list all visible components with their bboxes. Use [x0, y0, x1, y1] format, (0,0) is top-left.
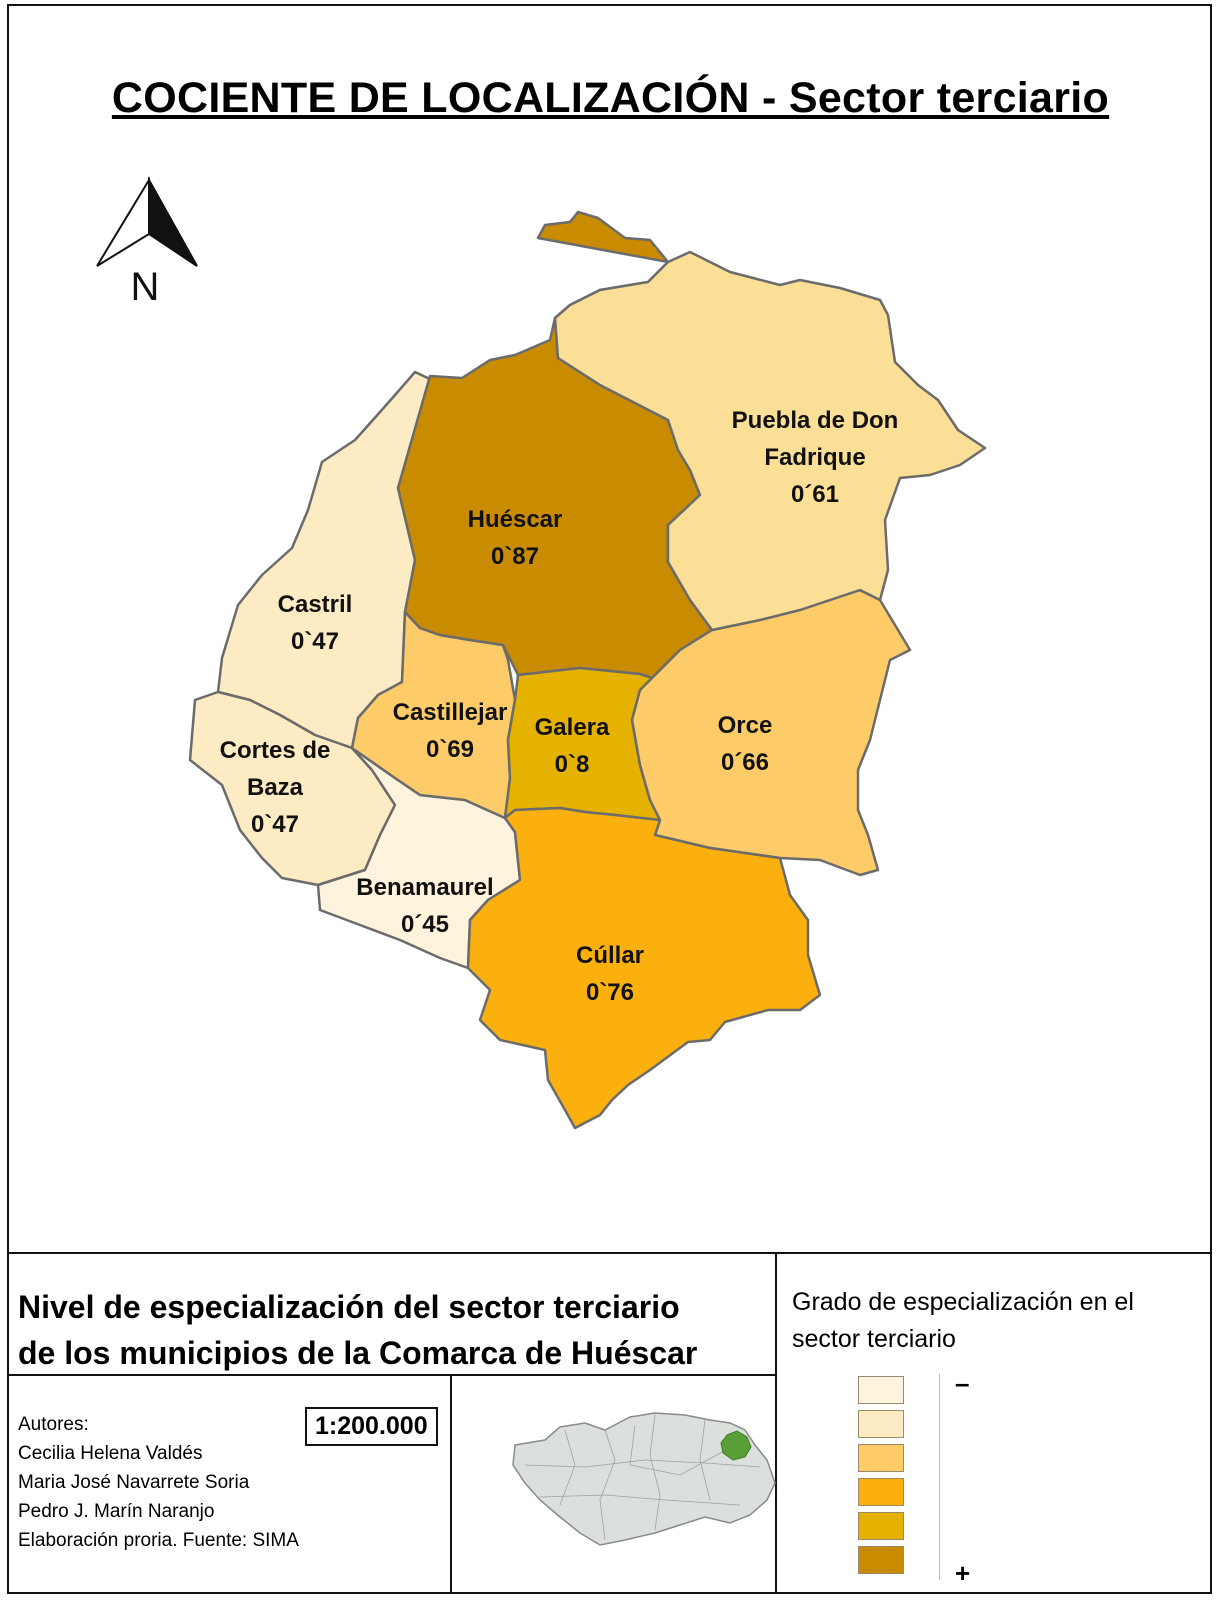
municipality-value: 0`69: [426, 736, 474, 763]
data-source: Elaboración proria. Fuente: SIMA: [18, 1530, 299, 1551]
map-description: Nivel de especialización del sector terc…: [18, 1284, 778, 1376]
label-benamaurel: Benamaurel 0´45: [356, 874, 493, 938]
author-2: Maria José Navarrete Soria: [18, 1472, 250, 1493]
author-1: Cecilia Helena Valdés: [18, 1443, 203, 1464]
municipality-value: 0`76: [586, 979, 634, 1006]
legend-min-label: –: [955, 1368, 970, 1398]
municipality-value: 0`47: [291, 628, 339, 655]
legend-class-6: [858, 1546, 904, 1574]
municipality-value: 0´45: [401, 911, 449, 938]
description-line-1: Nivel de especialización del sector terc…: [18, 1289, 680, 1325]
municipality-name: Puebla de Don: [732, 407, 899, 434]
municipality-name: Baza: [247, 774, 304, 801]
municipality-name: Cúllar: [576, 942, 644, 969]
legend-title-line-1: Grado de especialización en el: [792, 1288, 1134, 1316]
municipality-name: Castillejar: [393, 699, 508, 726]
municipality-name: Cortes de: [220, 737, 331, 764]
locator-highlight: [720, 1430, 752, 1461]
panel-divider-locator: [450, 1374, 452, 1594]
legend-title: Grado de especialización en el sector te…: [792, 1284, 1202, 1358]
legend-class-3: [858, 1444, 904, 1472]
municipality-name: Galera: [535, 714, 610, 741]
panel-divider-top: [7, 1252, 1212, 1254]
municipality-value: 0´61: [791, 481, 839, 508]
author-3: Pedro J. Marín Naranjo: [18, 1501, 215, 1522]
label-puebla-de-don-fadrique: Puebla de Don Fadrique 0´61: [732, 407, 899, 508]
map-title: COCIENTE DE LOCALIZACIÓN - Sector tercia…: [111, 74, 1110, 122]
municipality-value: 0´66: [721, 749, 769, 776]
label-orce: Orce 0´66: [718, 712, 773, 776]
panel-divider-middle: [7, 1374, 777, 1376]
municipality-value: 0`47: [251, 811, 299, 838]
north-label: N: [131, 265, 160, 308]
label-galera: Galera 0`8: [535, 714, 610, 778]
credits: Autores: Cecilia Helena Valdés Maria Jos…: [18, 1410, 299, 1555]
label-cullar: Cúllar 0`76: [576, 942, 644, 1006]
comarca-map: Huéscar 0`87 Puebla de Don Fadrique 0´61 Cast…: [188, 210, 987, 1130]
label-huescar: Huéscar 0`87: [468, 506, 563, 570]
legend-class-1: [858, 1376, 904, 1404]
legend-class-5: [858, 1512, 904, 1540]
legend-max-label: +: [955, 1558, 971, 1588]
legend-class-4: [858, 1478, 904, 1506]
label-castril: Castril 0`47: [278, 591, 353, 655]
description-line-2: de los municipios de la Comarca de Huésc…: [18, 1335, 698, 1371]
locator-region: [512, 1412, 776, 1546]
municipality-name: Benamaurel: [356, 874, 493, 901]
panel-divider-vertical: [775, 1252, 777, 1594]
legend-title-line-2: sector terciario: [792, 1325, 956, 1353]
credits-label: Autores:: [18, 1414, 89, 1435]
legend-axis: [939, 1374, 940, 1580]
municipality-value: 0`87: [491, 543, 539, 570]
municipality-name: Castril: [278, 591, 353, 618]
municipality-name: Fadrique: [764, 444, 865, 471]
north-arrow-icon: N: [96, 176, 198, 308]
locator-map: [512, 1412, 776, 1546]
municipality-puebla-de-don-fadrique: [553, 250, 987, 632]
label-cortes-de-baza: Cortes de Baza 0`47: [220, 737, 331, 838]
map-frame: [7, 4, 1212, 1594]
scale-label: 1:200.000: [305, 1407, 438, 1446]
legend-class-2: [858, 1410, 904, 1438]
municipality-value: 0`8: [555, 751, 590, 778]
municipality-name: Huéscar: [468, 506, 563, 533]
municipality-name: Orce: [718, 712, 773, 739]
municipality-cullar: [466, 806, 822, 1130]
label-castillejar: Castillejar 0`69: [393, 699, 508, 763]
